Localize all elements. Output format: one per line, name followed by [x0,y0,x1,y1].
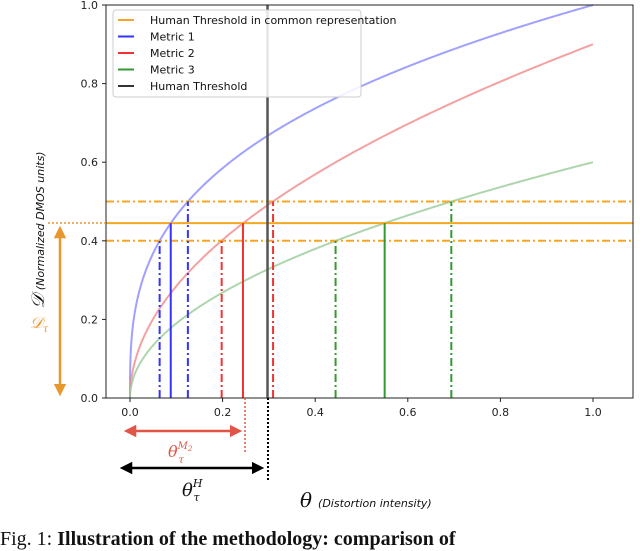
theta-m2-annotation: θM2 τ [123,398,246,466]
svg-text:0.0: 0.0 [81,392,99,405]
svg-text:0.8: 0.8 [492,406,510,419]
legend-label: Metric 1 [150,31,195,44]
x-axis-label: θ (Distortion intensity) [300,488,432,512]
curve-metric-2 [129,43,594,398]
svg-text:0.2: 0.2 [214,406,232,419]
d-tau-annotation: 𝒟τ [30,222,106,397]
axes-frame [105,4,634,399]
legend-label: Human Threshold in common representation [150,14,397,27]
svg-text:θ(Distortion intensity): θ (Distortion intensity) [300,488,432,512]
svg-text:θHτ: θH τ [182,477,203,504]
theta-h-annotation: θH τ [119,398,269,504]
svg-text:0.8: 0.8 [81,78,99,91]
figure-caption: Fig. 1: Illustration of the methodology:… [0,528,640,551]
legend-label: Metric 2 [150,47,195,60]
svg-text:𝒟τ: 𝒟τ [30,313,49,335]
svg-text:1.0: 1.0 [584,406,602,419]
plot-area [106,4,633,398]
legend: Human Threshold in common representation… [112,9,397,98]
svg-text:0.4: 0.4 [306,406,324,419]
caption-prefix: Fig. 1: [0,528,58,550]
legend-label: Metric 3 [150,64,195,77]
curve-metric-1 [129,4,594,398]
caption-bold: Illustration of the methodology: compari… [57,528,456,550]
curve-metric-3 [129,161,594,398]
legend-label: Human Threshold [150,80,247,93]
svg-text:1.0: 1.0 [81,0,99,12]
y-axis-label: 𝒟(Normalized DMOS units) [28,151,49,308]
y-axis-ticks: 0.0 0.2 0.4 0.6 0.8 1.0 [81,0,106,405]
svg-text:0.6: 0.6 [81,156,99,169]
svg-text:0.0: 0.0 [121,406,139,419]
svg-text:0.2: 0.2 [81,313,99,326]
x-axis-ticks: 0.0 0.2 0.4 0.6 0.8 1.0 [121,398,602,419]
svg-text:0.6: 0.6 [399,406,417,419]
svg-text:0.4: 0.4 [81,235,99,248]
svg-text:𝒟(Normalized DMOS units): 𝒟(Normalized DMOS units) [28,151,49,308]
